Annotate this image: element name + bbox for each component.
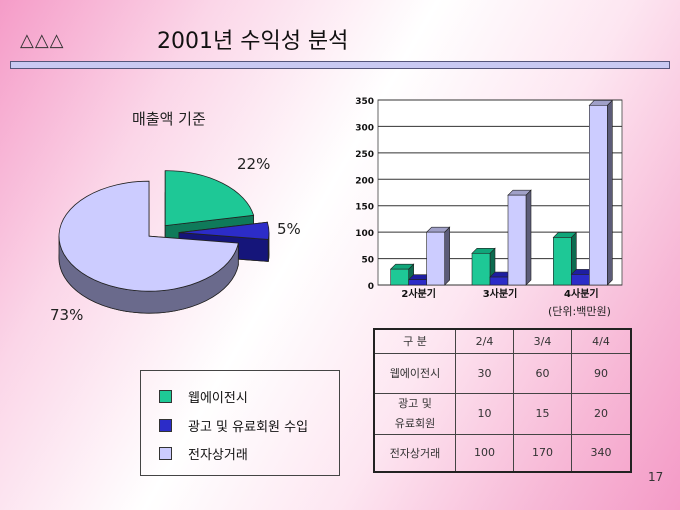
bar-전자상거래-3사분기 [507,194,527,286]
legend-item: 광고 및 유료회원 수입 [159,416,308,435]
pie-slice-웹에이전시 [164,170,255,227]
pie-label-green: 22% [237,155,271,173]
pie-label-blue: 5% [277,220,301,238]
legend-label: 전자상거래 [188,448,248,463]
bar-광고 및 유료회원 수입-3사분기 [489,276,509,286]
data-table: 구 분 2/4 3/4 4/4 웹에이전시 30 60 90 광고 및 유료회원 10 1… [373,328,632,473]
y-tick-label: 350 [355,97,374,107]
page-number: 17 [648,470,664,484]
table-row: 광고 및 유료회원 10 15 20 [373,392,632,435]
title-divider [10,61,670,69]
x-tick-label: 3사분기 [483,287,518,300]
y-tick-label: 250 [355,150,374,160]
x-tick-label: 2사분기 [401,287,436,300]
y-tick-label: 50 [361,256,374,266]
y-tick-label: 100 [355,229,374,239]
table-row: 전자상거래 100 170 340 [373,433,632,473]
table-cell: 광고 및 유료회원 [373,392,456,435]
table-cell: 60 [513,352,572,394]
legend-swatch-blue [159,419,172,432]
table-cell: 10 [455,392,514,435]
bar-side [607,99,613,286]
legend-item: 전자상거래 [159,444,248,463]
y-tick-label: 150 [355,203,374,213]
triangle-decoration: △△△ [20,30,65,51]
bar-광고 및 유료회원 수입-4사분기 [571,274,590,286]
table-cell: 20 [571,392,632,435]
table-header-cell: 3/4 [513,328,572,354]
legend-label: 광고 및 유료회원 수입 [188,420,309,435]
bar-광고 및 유료회원 수입-2사분기 [408,279,427,286]
bar-웹에이전시-2사분기 [390,268,409,286]
bar-chart: 0 50 100 150 200 250 300 350 2사분기 3사분기 4사분기 [355,97,623,300]
table-cell: 전자상거래 [373,433,456,473]
table-header-cell: 4/4 [571,328,632,354]
pie-slice-광고 및 유료회원 수입 [178,221,270,240]
table-row: 웹에이전시 30 60 90 [373,352,632,394]
legend-item: 웹에이전시 [159,387,248,406]
bar-전자상거래-4사분기 [589,104,608,286]
pie-label-lavender: 73% [50,306,84,324]
table-header-cell: 2/4 [455,328,514,354]
pie-slice-전자상거래 [58,180,239,292]
table-header-row: 구 분 2/4 3/4 4/4 [373,328,632,354]
table-header-cell: 구 분 [373,328,456,354]
legend-swatch-lavender [159,447,172,460]
pie-title: 매출액 기준 [132,110,206,128]
table-cell: 15 [513,392,572,435]
slide-title: 2001년 수익성 분석 [157,29,349,54]
table-cell: 웹에이전시 [373,352,456,394]
legend: 웹에이전시 광고 및 유료회원 수입 전자상거래 [140,370,340,476]
table-cell: 90 [571,352,632,394]
y-tick-label: 300 [355,123,374,133]
y-tick-label: 200 [355,176,374,186]
legend-swatch-green [159,390,172,403]
y-tick-label: 0 [368,282,374,292]
bar-웹에이전시-4사분기 [553,237,572,286]
table-cell: 340 [571,433,632,473]
table-cell: 100 [455,433,514,473]
bar-side [444,226,450,286]
table-cell: 170 [513,433,572,473]
pie-chart [58,170,270,314]
bar-전자상거래-2사분기 [426,231,445,286]
table-cell: 30 [455,352,514,394]
bar-웹에이전시-3사분기 [471,252,491,286]
plot-area [377,99,623,286]
unit-note: (단위:백만원) [548,305,611,318]
bar-side [525,189,532,286]
x-tick-label: 4사분기 [564,287,599,300]
legend-label: 웹에이전시 [188,391,248,406]
